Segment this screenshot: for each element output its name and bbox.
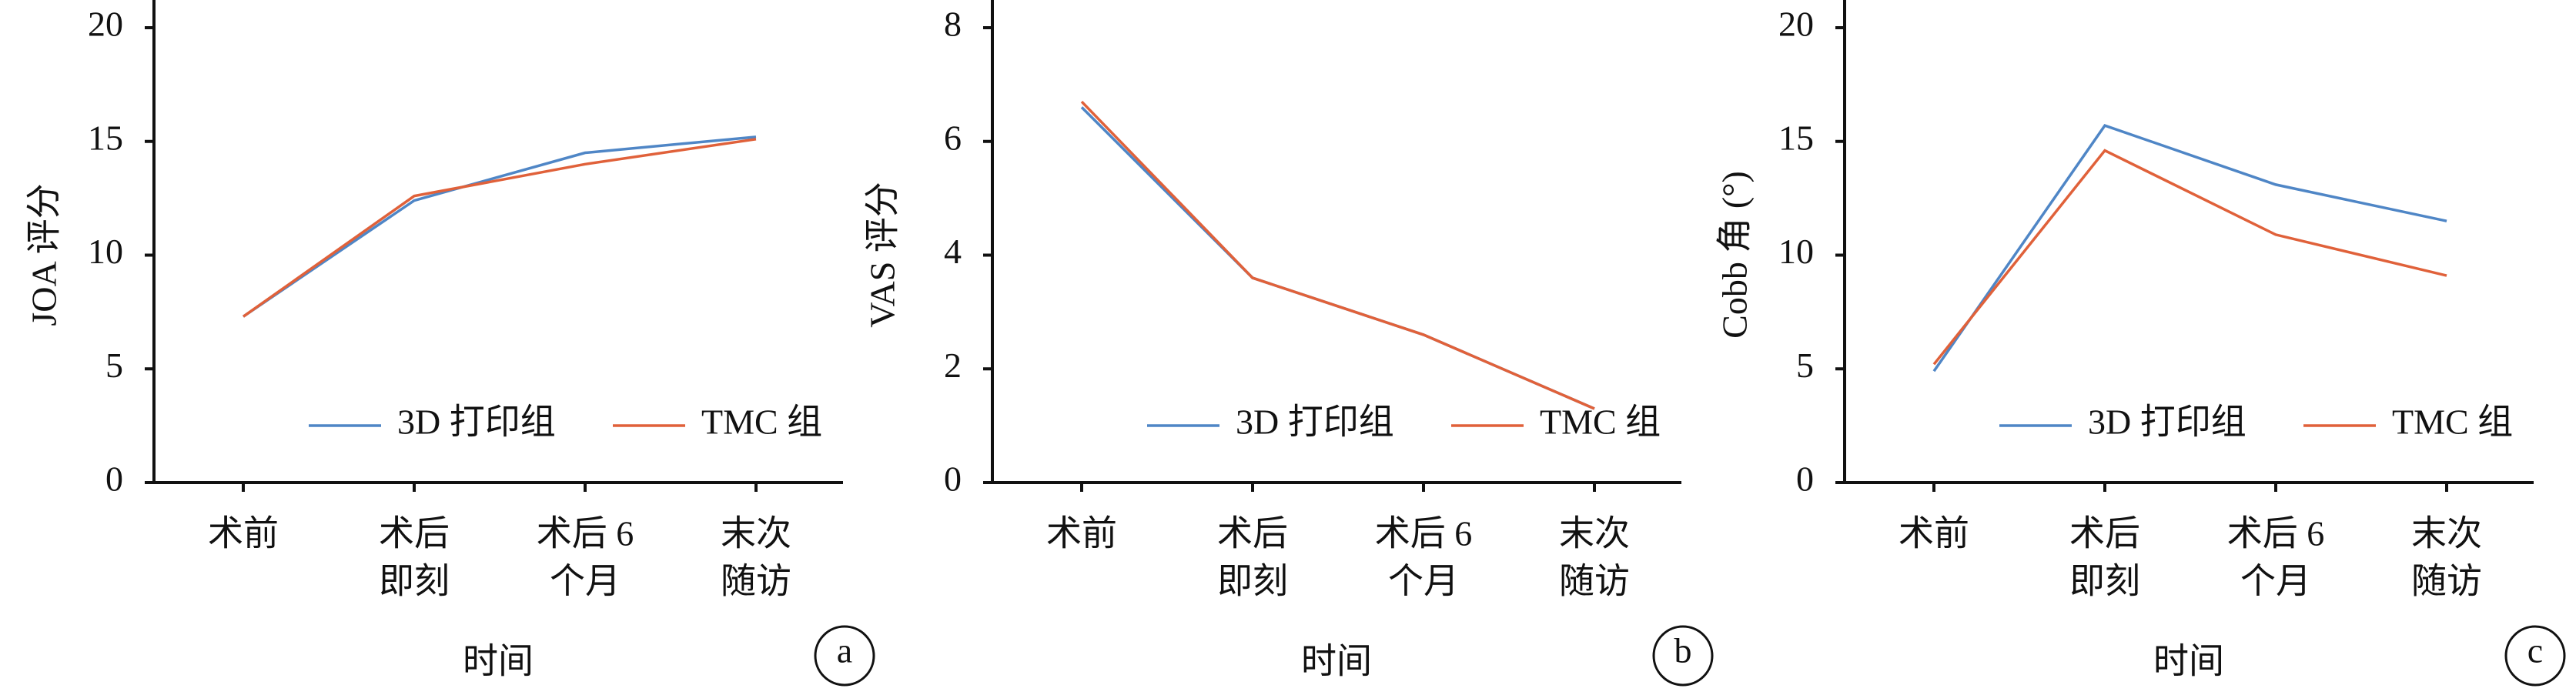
- y-tick-label: 4: [944, 232, 962, 271]
- y-tick-label: 0: [1796, 459, 1814, 499]
- y-tick-label: 0: [105, 459, 123, 499]
- y-tick-label: 20: [88, 5, 123, 44]
- legend-label: TMC 组: [701, 403, 822, 442]
- x-tick-label: 随访: [1559, 562, 1630, 601]
- x-tick-label: 个月: [2240, 562, 2311, 601]
- x-tick-label: 个月: [1388, 562, 1459, 601]
- panel-label: c: [2527, 631, 2543, 670]
- y-tick-label: 0: [944, 459, 962, 499]
- x-tick-label: 个月: [550, 562, 621, 601]
- legend-label: TMC 组: [1540, 403, 1661, 442]
- x-tick-label: 随访: [2411, 562, 2482, 601]
- legend-label: TMC 组: [2392, 403, 2513, 442]
- x-tick-label: 即刻: [2069, 562, 2140, 601]
- series-line: [1932, 149, 2447, 366]
- x-tick-label: 末次: [721, 514, 791, 553]
- y-axis-title: JOA 评分: [25, 183, 64, 326]
- series-line: [1080, 100, 1595, 410]
- x-tick-label: 术后: [2069, 514, 2140, 553]
- y-tick-label: 10: [1778, 232, 1814, 271]
- x-tick-label: 即刻: [1217, 562, 1288, 601]
- x-tick-label: 即刻: [379, 562, 450, 601]
- x-tick-label: 末次: [2411, 514, 2482, 553]
- series-line: [242, 138, 757, 318]
- x-tick-label: 术前: [208, 514, 279, 553]
- x-tick-label: 随访: [721, 562, 791, 601]
- panel-label: a: [837, 631, 852, 670]
- series-line: [1080, 106, 1595, 410]
- x-axis-title: 时间: [463, 642, 534, 681]
- x-tick-label: 术前: [1046, 514, 1117, 553]
- y-tick-label: 5: [105, 346, 123, 385]
- legend-label: 3D 打印组: [1236, 403, 1394, 442]
- x-tick-label: 末次: [1559, 514, 1630, 553]
- panel-badge: [2504, 625, 2566, 687]
- series-line: [243, 135, 757, 318]
- x-tick-label: 术前: [1899, 514, 1969, 553]
- y-tick-label: 2: [944, 346, 962, 385]
- x-tick-label: 术后 6: [1375, 514, 1473, 553]
- panel-badge: [1652, 625, 1714, 687]
- x-axis-title: 时间: [2153, 642, 2224, 681]
- y-tick-label: 6: [944, 118, 962, 157]
- y-tick-label: 8: [944, 5, 962, 44]
- x-axis-title: 时间: [1301, 642, 1372, 681]
- y-tick-label: 10: [88, 232, 123, 271]
- x-tick-label: 术后: [1217, 514, 1288, 553]
- panel-label: b: [1674, 631, 1692, 670]
- series-line: [1932, 123, 2447, 373]
- legend-label: 3D 打印组: [2088, 403, 2246, 442]
- y-tick-label: 20: [1778, 5, 1814, 44]
- legend-label: 3D 打印组: [397, 403, 556, 442]
- x-tick-label: 术后 6: [2227, 514, 2325, 553]
- y-tick-label: 5: [1796, 346, 1814, 385]
- y-axis-title: Cobb 角 (°): [1715, 171, 1755, 339]
- panel-badge: [814, 625, 875, 687]
- x-tick-label: 术后 6: [537, 514, 634, 553]
- y-axis-title: VAS 评分: [863, 182, 902, 328]
- y-tick-label: 15: [1778, 118, 1814, 157]
- x-tick-label: 术后: [379, 514, 450, 553]
- y-tick-label: 15: [88, 118, 123, 157]
